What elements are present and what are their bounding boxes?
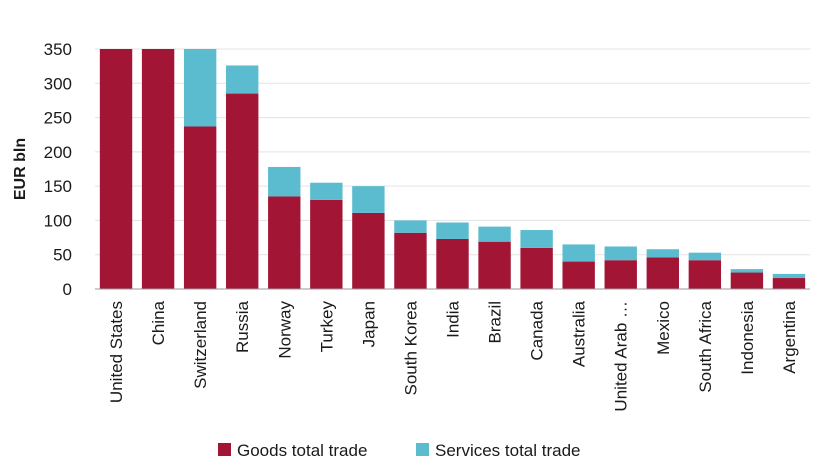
y-axis-label: EUR bln — [12, 138, 29, 200]
category-label: Argentina — [780, 300, 799, 373]
legend: Goods total trade Services total trade — [218, 441, 581, 460]
bar-segment-services — [310, 182, 343, 200]
bar-segment-goods — [520, 247, 553, 289]
category-label: Turkey — [317, 301, 336, 353]
category-label: China — [149, 300, 168, 345]
bar-segment-services — [688, 252, 722, 261]
bar-segment-services — [394, 220, 427, 233]
bar-segment-goods — [436, 238, 469, 289]
category-label: Brazil — [486, 301, 505, 344]
bar-segment-services — [436, 222, 469, 239]
bar-segment-services — [268, 166, 301, 197]
y-axis-ticks: 0 50 100 150 200 250 300 350 — [44, 40, 72, 299]
category-label: South Africa — [696, 300, 715, 392]
y-tick-label: 50 — [53, 246, 72, 265]
category-label: United Arab … — [612, 301, 631, 412]
bar-segment-goods — [226, 93, 259, 289]
bar-segment-goods — [730, 272, 764, 289]
bar-segment-goods — [99, 49, 133, 289]
bar-segment-services — [352, 186, 385, 213]
legend-label: Goods total trade — [237, 441, 367, 460]
y-tick-label: 200 — [44, 143, 72, 162]
bar-segment-goods — [772, 278, 806, 289]
bar-segment-goods — [604, 260, 637, 289]
y-tick-label: 100 — [44, 211, 72, 230]
y-tick-label: 350 — [44, 40, 72, 59]
category-label: Switzerland — [191, 301, 210, 389]
y-tick-label: 300 — [44, 74, 72, 93]
category-label: Australia — [570, 300, 589, 367]
legend-label: Services total trade — [435, 441, 581, 460]
bar-segment-services — [478, 226, 511, 242]
category-label: India — [444, 300, 463, 337]
bar-segment-services — [562, 244, 595, 262]
bar-segment-services — [730, 269, 764, 273]
bar-segment-goods — [646, 257, 679, 289]
y-tick-label: 0 — [63, 280, 72, 299]
bar-segment-goods — [688, 260, 722, 289]
bar-segment-services — [772, 273, 806, 279]
category-label: South Korea — [401, 300, 420, 395]
bar-segment-services — [520, 230, 553, 248]
bar-segment-goods — [268, 196, 301, 289]
bar-segment-services — [226, 65, 259, 94]
bar-segment-services — [604, 246, 637, 261]
bar-segment-goods — [141, 49, 175, 289]
bar-segment-goods — [478, 241, 511, 289]
legend-swatch — [416, 443, 429, 456]
bar-segment-services — [183, 49, 217, 127]
bar-segment-goods — [310, 199, 343, 289]
bar-segment-goods — [394, 232, 427, 289]
category-labels: United States China Switzerland Russia Norwa… — [107, 300, 799, 411]
category-label: Mexico — [654, 301, 673, 355]
bar-segment-goods — [562, 261, 595, 289]
category-label: Canada — [528, 300, 547, 360]
category-label: United States — [107, 301, 126, 403]
category-label: Indonesia — [738, 300, 757, 374]
category-label: Japan — [359, 301, 378, 347]
legend-swatch — [218, 443, 231, 456]
bar-segment-goods — [352, 212, 385, 289]
bar-segment-services — [646, 249, 679, 258]
category-label: Norway — [275, 301, 294, 359]
bar-segment-goods — [183, 126, 217, 289]
y-tick-label: 150 — [44, 177, 72, 196]
bars — [99, 49, 806, 289]
y-tick-label: 250 — [44, 109, 72, 128]
category-label: Russia — [233, 300, 252, 353]
